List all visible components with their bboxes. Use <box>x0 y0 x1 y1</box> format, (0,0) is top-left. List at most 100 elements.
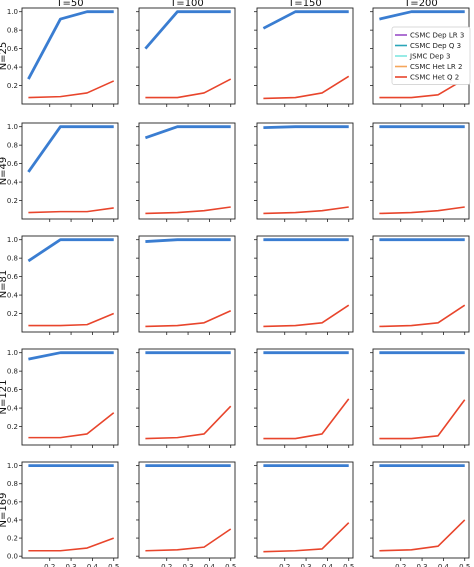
dep-series-line <box>144 10 231 50</box>
column-title: T=150 <box>287 0 322 9</box>
legend-label: CSMC Het LR 2 <box>410 63 462 71</box>
y-tick-label: 0.6 <box>7 386 19 394</box>
het-series-line <box>263 304 350 328</box>
panel-frame <box>21 7 119 105</box>
panel-frame <box>372 461 470 559</box>
panel-frame <box>21 235 119 333</box>
panel: 0.2 0.3 0.4 0.5 <box>370 461 470 567</box>
y-tick-label: 0.4 <box>7 516 19 524</box>
panel-frame <box>21 122 119 220</box>
y-tick-label: 0.6 <box>7 498 19 506</box>
het-series-line <box>145 78 232 99</box>
row-titles: N=25 N=49 N=81 N=121 N=169 <box>0 42 9 528</box>
panel: 0.2 0.4 0.6 0.8 1.0 <box>7 122 119 222</box>
het-series-line <box>379 206 465 215</box>
x-tick-label: 0.4 <box>322 563 334 567</box>
y-tick-label: 0.6 <box>7 160 19 168</box>
y-tick-label: 0.4 <box>7 292 19 300</box>
het-series-line <box>145 206 231 215</box>
panel <box>254 7 354 107</box>
panel: 0.2 0.4 0.6 0.8 1.0 <box>7 348 119 448</box>
het-series-line <box>28 537 115 552</box>
legend-label: JSMC Dep 3 <box>409 53 450 61</box>
x-tick-label: 0.3 <box>300 563 311 567</box>
panel <box>254 348 354 448</box>
het-series-line <box>145 310 232 328</box>
panel-frame <box>138 7 236 105</box>
x-tick-label: 0.2 <box>44 563 55 567</box>
x-tick-label: 0.4 <box>438 563 450 567</box>
column-title: T=200 <box>403 0 438 9</box>
x-tick-label: 0.5 <box>108 563 119 567</box>
y-tick-label: 0.0 <box>7 553 18 561</box>
row-title: N=81 <box>0 270 9 299</box>
dep-series-line <box>145 238 231 243</box>
panel-frame <box>256 461 354 559</box>
x-tick-label: 0.3 <box>182 563 193 567</box>
column-titles: T=50 T=100 T=150 T=200 <box>55 0 437 9</box>
y-tick-label: 0.8 <box>7 255 18 263</box>
x-tick-label: 0.4 <box>204 563 216 567</box>
y-tick-label: 0.2 <box>7 423 18 431</box>
het-series-line <box>379 78 466 99</box>
y-tick-label: 0.8 <box>7 27 18 35</box>
y-tick-label: 1.0 <box>7 349 18 357</box>
y-tick-label: 0.4 <box>7 179 19 187</box>
panel-frame <box>138 122 236 220</box>
column-title: T=50 <box>55 0 83 9</box>
dep-series-line <box>263 125 349 130</box>
x-tick-label: 0.5 <box>459 563 470 567</box>
panel <box>370 235 470 335</box>
panel <box>370 348 470 448</box>
panel: 0.0 0.2 0.4 0.6 0.8 1.0 0.2 0.3 0.4 0.5 <box>7 461 119 567</box>
het-series-line <box>379 399 466 440</box>
x-tick-label: 0.3 <box>65 563 76 567</box>
het-series-line <box>263 398 350 440</box>
column-title: T=100 <box>169 0 204 9</box>
panel-frame <box>21 461 119 559</box>
panel <box>136 7 236 107</box>
panel-frame <box>256 7 354 105</box>
panel-frame <box>372 235 470 333</box>
y-tick-label: 0.4 <box>7 64 19 72</box>
panel-frame <box>256 122 354 220</box>
y-tick-label: 0.2 <box>7 310 18 318</box>
y-tick-label: 0.4 <box>7 405 19 413</box>
y-tick-label: 0.2 <box>7 82 18 90</box>
panel-frame <box>138 461 236 559</box>
het-series-line <box>28 412 115 439</box>
x-tick-label: 0.2 <box>161 563 172 567</box>
panel: 0.2 0.3 0.4 0.5 <box>254 461 354 567</box>
dep-series-line <box>27 238 114 263</box>
x-tick-label: 0.3 <box>416 563 427 567</box>
panel <box>254 235 354 335</box>
panel-frame <box>138 235 236 333</box>
panel: 0.2 0.4 0.6 0.8 1.0 <box>7 235 119 335</box>
panel <box>136 348 236 448</box>
panel <box>136 235 236 335</box>
het-series-line <box>145 405 232 440</box>
y-tick-label: 0.8 <box>7 480 18 488</box>
row-title: N=169 <box>0 493 9 528</box>
panel: 0.2 0.4 0.6 0.8 1.0 <box>7 7 119 107</box>
y-tick-label: 0.6 <box>7 273 19 281</box>
y-tick-label: 1.0 <box>7 8 18 16</box>
dep-series-line <box>28 351 114 361</box>
y-tick-label: 0.2 <box>7 197 18 205</box>
x-tick-label: 0.5 <box>343 563 354 567</box>
het-series-line <box>145 528 232 552</box>
legend-label: CSMC Dep Q 3 <box>410 42 461 50</box>
legend-label: CSMC Dep LR 3 <box>410 32 464 40</box>
y-tick-label: 0.8 <box>7 368 18 376</box>
panel-grid: 0.20.40.60.81.00.20.40.60.81.00.20.40.60… <box>7 7 470 567</box>
legend: CSMC Dep LR 3 CSMC Dep Q 3 JSMC Dep 3 CSMC … <box>391 26 471 85</box>
panel <box>254 122 354 222</box>
y-tick-label: 0.6 <box>7 45 19 53</box>
y-tick-label: 0.2 <box>7 535 18 543</box>
dep-series-line <box>27 10 114 80</box>
het-series-line <box>379 519 466 552</box>
y-tick-label: 0.8 <box>7 142 18 150</box>
panel-frame <box>372 348 470 446</box>
y-tick-label: 1.0 <box>7 236 18 244</box>
het-series-line <box>379 304 466 328</box>
